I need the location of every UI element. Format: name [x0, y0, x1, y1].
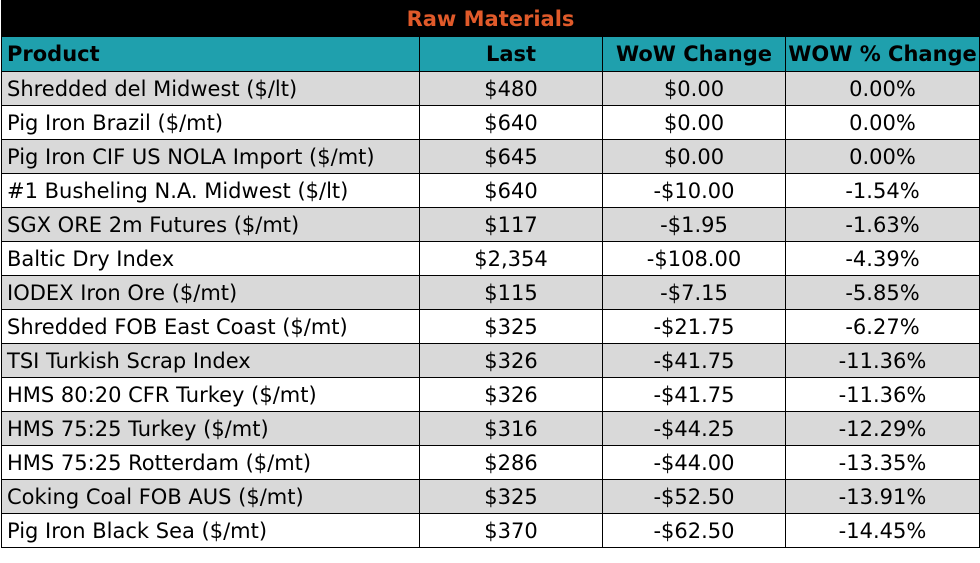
cell-wow-change: -$41.75: [602, 377, 786, 412]
cell-wow-pct-change: -1.63%: [784, 207, 980, 242]
cell-product: Baltic Dry Index: [1, 241, 420, 276]
cell-product: Shredded FOB East Coast ($/mt): [1, 309, 420, 344]
cell-wow-pct-change: -13.35%: [784, 445, 980, 480]
table-row: #1 Busheling N.A. Midwest ($/lt) $640 -$10…: [1, 173, 980, 208]
cell-product: Pig Iron Brazil ($/mt): [1, 105, 420, 140]
cell-wow-pct-change: 0.00%: [784, 71, 980, 106]
cell-wow-change: -$1.95: [602, 207, 786, 242]
cell-wow-pct-change: -1.54%: [784, 173, 980, 208]
table-row: SGX ORE 2m Futures ($/mt) $117 -$1.95 -1.63…: [1, 207, 980, 242]
cell-wow-change: -$21.75: [602, 309, 786, 344]
cell-wow-change: -$7.15: [602, 275, 786, 310]
cell-last: $2,354: [419, 241, 603, 276]
cell-last: $480: [419, 71, 603, 106]
cell-product: HMS 75:25 Rotterdam ($/mt): [1, 445, 420, 480]
cell-wow-change: -$44.00: [602, 445, 786, 480]
cell-product: Pig Iron Black Sea ($/mt): [1, 513, 420, 548]
cell-wow-change: -$44.25: [602, 411, 786, 446]
cell-last: $326: [419, 377, 603, 412]
cell-wow-pct-change: -5.85%: [784, 275, 980, 310]
cell-last: $640: [419, 173, 603, 208]
table-row: Pig Iron Black Sea ($/mt) $370 -$62.50 -14.…: [1, 513, 980, 548]
cell-last: $316: [419, 411, 603, 446]
cell-product: HMS 75:25 Turkey ($/mt): [1, 411, 420, 446]
table-row: Pig Iron Brazil ($/mt) $640 $0.00 0.00%: [1, 105, 980, 140]
cell-wow-change: -$10.00: [602, 173, 786, 208]
cell-product: Pig Iron CIF US NOLA Import ($/mt): [1, 139, 420, 174]
header-wow-pct-change: WOW % Change: [784, 36, 980, 72]
cell-last: $117: [419, 207, 603, 242]
cell-wow-change: -$52.50: [602, 479, 786, 514]
cell-wow-change: -$108.00: [602, 241, 786, 276]
cell-wow-pct-change: -4.39%: [784, 241, 980, 276]
cell-last: $645: [419, 139, 603, 174]
table-row: Shredded FOB East Coast ($/mt) $325 -$21.7…: [1, 309, 980, 344]
cell-wow-pct-change: -11.36%: [784, 377, 980, 412]
cell-product: TSI Turkish Scrap Index: [1, 343, 420, 378]
cell-wow-pct-change: -13.91%: [784, 479, 980, 514]
table-row: Coking Coal FOB AUS ($/mt) $325 -$52.50 -13…: [1, 479, 980, 514]
cell-last: $640: [419, 105, 603, 140]
cell-last: $115: [419, 275, 603, 310]
header-product: Product: [1, 36, 420, 72]
cell-wow-pct-change: -14.45%: [784, 513, 980, 548]
cell-wow-pct-change: -12.29%: [784, 411, 980, 446]
table-row: IODEX Iron Ore ($/mt) $115 -$7.15 -5.85%: [1, 275, 980, 310]
table-row: HMS 80:20 CFR Turkey ($/mt) $326 -$41.75 -1…: [1, 377, 980, 412]
cell-product: SGX ORE 2m Futures ($/mt): [1, 207, 420, 242]
cell-last: $325: [419, 309, 603, 344]
table-row: Pig Iron CIF US NOLA Import ($/mt) $645 $0…: [1, 139, 980, 174]
cell-last: $286: [419, 445, 603, 480]
cell-wow-pct-change: -11.36%: [784, 343, 980, 378]
cell-last: $370: [419, 513, 603, 548]
header-wow-change: WoW Change: [602, 36, 786, 72]
table-title-row: Raw Materials: [0, 0, 980, 37]
raw-materials-table: Raw Materials Product Last WoW Change WO…: [0, 0, 980, 548]
cell-last: $326: [419, 343, 603, 378]
table-header-row: Product Last WoW Change WOW % Change: [1, 36, 980, 72]
table-row: HMS 75:25 Turkey ($/mt) $316 -$44.25 -12.29…: [1, 411, 980, 446]
cell-wow-pct-change: 0.00%: [784, 105, 980, 140]
cell-product: IODEX Iron Ore ($/mt): [1, 275, 420, 310]
cell-product: Shredded del Midwest ($/lt): [1, 71, 420, 106]
cell-wow-pct-change: -6.27%: [784, 309, 980, 344]
cell-last: $325: [419, 479, 603, 514]
cell-product: HMS 80:20 CFR Turkey ($/mt): [1, 377, 420, 412]
cell-wow-change: $0.00: [602, 139, 786, 174]
cell-wow-pct-change: 0.00%: [784, 139, 980, 174]
table-row: Shredded del Midwest ($/lt) $480 $0.00 0.00…: [1, 71, 980, 106]
cell-wow-change: -$41.75: [602, 343, 786, 378]
table-title: Raw Materials: [0, 0, 980, 37]
table-row: Baltic Dry Index $2,354 -$108.00 -4.39%: [1, 241, 980, 276]
cell-product: Coking Coal FOB AUS ($/mt): [1, 479, 420, 514]
table-row: TSI Turkish Scrap Index $326 -$41.75 -11.36…: [1, 343, 980, 378]
table-row: HMS 75:25 Rotterdam ($/mt) $286 -$44.00 -13…: [1, 445, 980, 480]
cell-wow-change: $0.00: [602, 105, 786, 140]
cell-wow-change: $0.00: [602, 71, 786, 106]
cell-product: #1 Busheling N.A. Midwest ($/lt): [1, 173, 420, 208]
cell-wow-change: -$62.50: [602, 513, 786, 548]
header-last: Last: [419, 36, 603, 72]
